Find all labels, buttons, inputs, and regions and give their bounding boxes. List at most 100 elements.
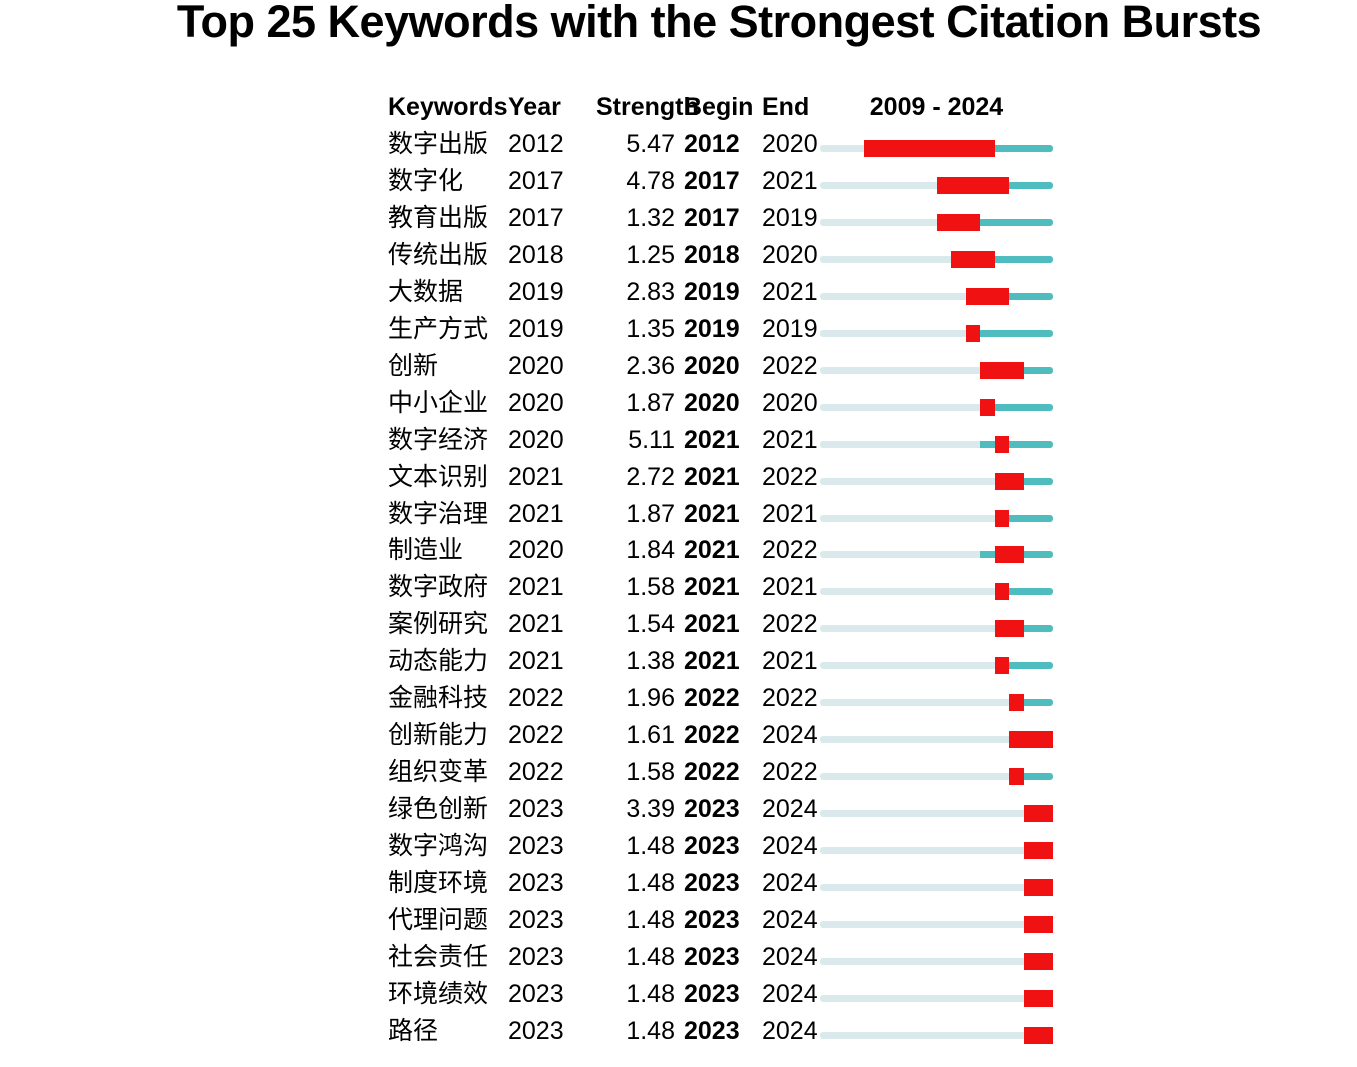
table-row: 数字治理 2021 1.87 2021 2021 [388, 496, 1053, 533]
year-cell: 2023 [508, 979, 564, 1008]
table-row: 社会责任 2023 1.48 2023 2024 [388, 939, 1053, 976]
keyword-cell: 数字政府 [388, 573, 489, 602]
timeline-post-bar [1023, 551, 1053, 559]
header-end: End [762, 92, 810, 121]
keyword-cell: 金融科技 [388, 684, 489, 713]
end-cell: 2020 [762, 240, 818, 269]
end-cell: 2024 [762, 942, 818, 971]
header-year: Year [508, 92, 561, 121]
end-cell: 2021 [762, 166, 818, 195]
burst-bar [965, 287, 1010, 305]
keyword-cell: 绿色创新 [388, 795, 489, 824]
begin-cell: 2021 [684, 573, 740, 602]
begin-cell: 2021 [684, 647, 740, 676]
timeline-pre-bar [820, 957, 1024, 965]
table-row: 环境绩效 2023 1.48 2023 2024 [388, 976, 1053, 1013]
timeline-post-bar [994, 144, 1053, 152]
header-strength: Strength [596, 92, 699, 121]
begin-cell: 2012 [684, 129, 740, 158]
burst-bar [936, 213, 981, 231]
keyword-cell: 教育出版 [388, 203, 489, 232]
burst-bar [1023, 842, 1053, 860]
timeline-pre-bar [820, 440, 981, 448]
table-row: 绿色创新 2023 3.39 2023 2024 [388, 791, 1053, 828]
burst-bar [1023, 805, 1053, 823]
strength-cell: 3.39 [626, 795, 675, 824]
chart-title: Top 25 Keywords with the Strongest Citat… [176, 0, 1262, 47]
year-cell: 2012 [508, 129, 564, 158]
burst-bar [994, 546, 1024, 564]
burst-timeline-bar [820, 915, 1053, 933]
table-row: 数字化 2017 4.78 2017 2021 [388, 163, 1053, 200]
strength-cell: 1.87 [626, 388, 675, 417]
burst-timeline-bar [820, 952, 1053, 970]
strength-cell: 2.72 [626, 462, 675, 491]
end-cell: 2019 [762, 314, 818, 343]
end-cell: 2021 [762, 499, 818, 528]
burst-timeline-bar [820, 139, 1053, 157]
keyword-cell: 传统出版 [388, 240, 489, 269]
burst-timeline-bar [820, 768, 1053, 786]
keyword-cell: 制造业 [388, 536, 464, 565]
timeline-pre-bar [820, 994, 1024, 1002]
strength-cell: 1.48 [626, 905, 675, 934]
header-keywords: Keywords [388, 92, 508, 121]
burst-bar [951, 250, 995, 268]
begin-cell: 2020 [684, 351, 740, 380]
burst-bar [994, 657, 1010, 675]
timeline-pre-bar [820, 366, 981, 374]
year-cell: 2018 [508, 240, 564, 269]
year-cell: 2022 [508, 758, 564, 787]
burst-bar [1023, 915, 1053, 933]
timeline-pre-bar [820, 292, 966, 300]
strength-cell: 1.35 [626, 314, 675, 343]
timeline-post-bar [994, 255, 1053, 263]
keyword-cell: 文本识别 [388, 462, 489, 491]
year-cell: 2023 [508, 905, 564, 934]
begin-cell: 2022 [684, 758, 740, 787]
burst-bar [863, 139, 995, 157]
table-header-row: Keywords Year Strength Begin End 2009 - … [388, 88, 1053, 126]
begin-cell: 2021 [684, 425, 740, 454]
year-cell: 2023 [508, 1016, 564, 1045]
strength-cell: 2.83 [626, 277, 675, 306]
keyword-cell: 案例研究 [388, 610, 489, 639]
timeline-post-bar [1023, 625, 1053, 633]
burst-bar [994, 620, 1024, 638]
timeline-post-bar [1023, 773, 1053, 781]
table-row: 数字鸿沟 2023 1.48 2023 2024 [388, 828, 1053, 865]
burst-bar [1009, 731, 1053, 749]
header-year-range: 2009 - 2024 [869, 92, 1004, 121]
strength-cell: 1.54 [626, 610, 675, 639]
burst-timeline-bar [820, 213, 1053, 231]
year-cell: 2023 [508, 832, 564, 861]
year-cell: 2019 [508, 277, 564, 306]
timeline-post-bar [994, 403, 1053, 411]
timeline-post-bar [1009, 292, 1053, 300]
strength-cell: 1.48 [626, 1016, 675, 1045]
burst-bar [980, 398, 995, 416]
begin-cell: 2021 [684, 536, 740, 565]
burst-timeline-bar [820, 324, 1053, 342]
header-begin: Begin [684, 92, 754, 121]
year-cell: 2021 [508, 499, 564, 528]
begin-cell: 2021 [684, 610, 740, 639]
burst-timeline-bar [820, 842, 1053, 860]
timeline-post-bar [1009, 588, 1053, 596]
timeline-pre-bar [820, 920, 1024, 928]
begin-cell: 2022 [684, 684, 740, 713]
begin-cell: 2023 [684, 795, 740, 824]
begin-cell: 2022 [684, 721, 740, 750]
strength-cell: 1.25 [626, 240, 675, 269]
table-row: 数字政府 2021 1.58 2021 2021 [388, 569, 1053, 606]
year-cell: 2023 [508, 869, 564, 898]
burst-bar [994, 509, 1010, 527]
burst-timeline-bar [820, 546, 1053, 564]
begin-cell: 2019 [684, 277, 740, 306]
keyword-cell: 动态能力 [388, 647, 489, 676]
strength-cell: 5.47 [626, 129, 675, 158]
keyword-cell: 数字治理 [388, 499, 489, 528]
end-cell: 2021 [762, 277, 818, 306]
keyword-cell: 环境绩效 [388, 979, 489, 1008]
burst-timeline-bar [820, 361, 1053, 379]
